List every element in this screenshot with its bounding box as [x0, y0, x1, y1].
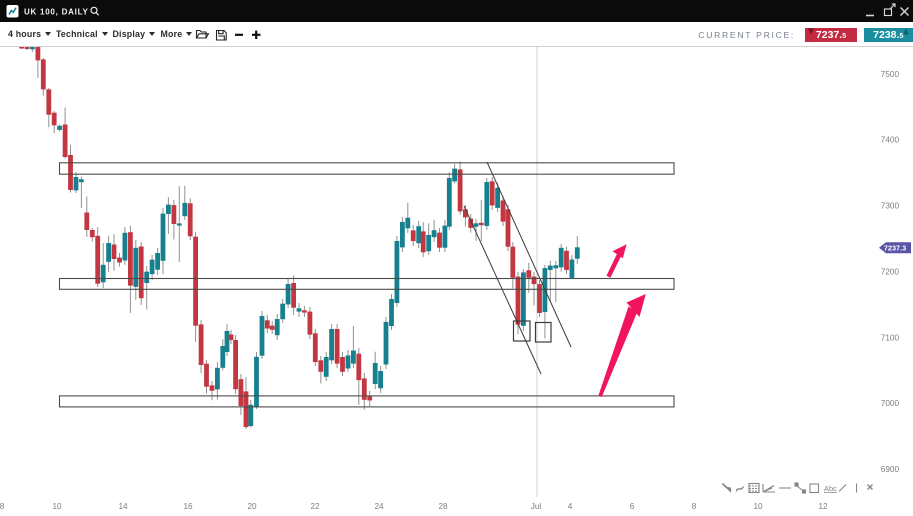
svg-text:7400: 7400 [881, 136, 900, 145]
svg-text:7100: 7100 [881, 333, 900, 342]
svg-text:10: 10 [753, 502, 763, 511]
svg-text:7300: 7300 [881, 202, 900, 211]
svg-text:7200: 7200 [881, 268, 900, 277]
svg-text:12: 12 [818, 502, 828, 511]
svg-text:14: 14 [118, 502, 128, 511]
svg-text:22: 22 [310, 502, 320, 511]
svg-text:20: 20 [247, 502, 257, 511]
svg-text:16: 16 [183, 502, 193, 511]
svg-text:4: 4 [568, 502, 573, 511]
svg-text:UK 100, DAILY: UK 100, DAILY [24, 8, 89, 17]
svg-text:7000: 7000 [881, 399, 900, 408]
svg-text:10: 10 [52, 502, 62, 511]
svg-text:28: 28 [438, 502, 448, 511]
svg-text:6900: 6900 [881, 465, 900, 474]
svg-text:Jul: Jul [531, 502, 542, 511]
svg-text:8: 8 [692, 502, 697, 511]
svg-text:8: 8 [0, 502, 5, 511]
svg-text:7500: 7500 [881, 70, 900, 79]
svg-text:7237.3: 7237.3 [884, 243, 906, 252]
svg-text:6: 6 [630, 502, 635, 511]
svg-text:24: 24 [374, 502, 384, 511]
